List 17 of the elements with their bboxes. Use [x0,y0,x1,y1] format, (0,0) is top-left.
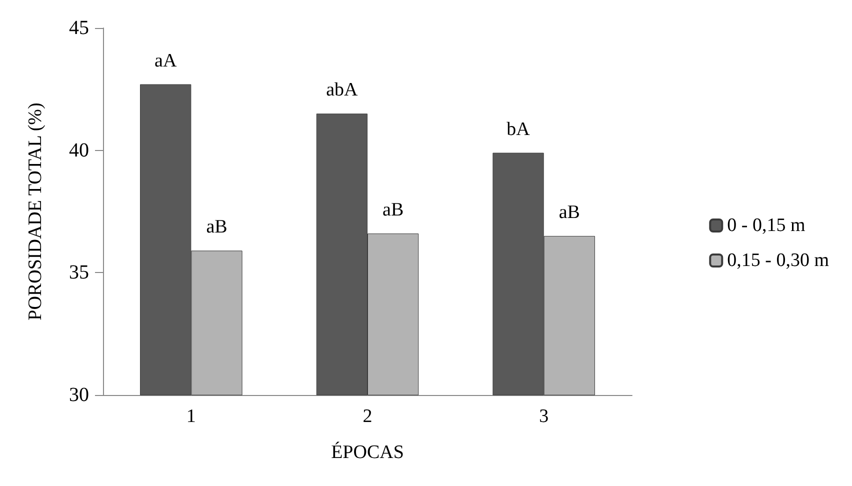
legend-label: 0 - 0,15 m [727,215,806,236]
y-axis-title: POROSIDADE TOTAL (%) [25,102,46,320]
annotation: aB [558,202,580,223]
y-tick-label: 35 [69,262,89,284]
annotation: aB [206,216,228,238]
y-tick-label: 30 [69,384,89,406]
annotation: bA [506,118,530,140]
x-tick-label: 2 [362,406,372,427]
annotation: aB [382,200,404,221]
annotation: abA [326,80,358,101]
x-tick-label: 3 [539,406,549,427]
legend-label: 0,15 - 0,30 m [727,250,830,271]
y-tick-label: 45 [69,17,89,39]
annotation: aA [154,50,177,72]
x-axis-title: ÉPOCAS [331,441,404,463]
x-tick-label: 1 [186,406,196,427]
y-tick-label: 40 [69,139,89,162]
